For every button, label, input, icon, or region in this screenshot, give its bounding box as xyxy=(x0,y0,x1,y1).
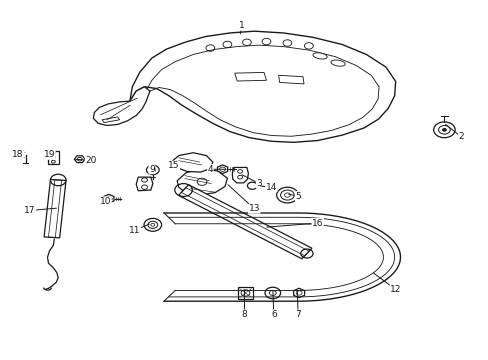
Polygon shape xyxy=(178,185,311,259)
Text: 2: 2 xyxy=(458,132,463,141)
Polygon shape xyxy=(48,150,59,164)
Polygon shape xyxy=(278,75,304,84)
Text: 7: 7 xyxy=(295,310,301,319)
Ellipse shape xyxy=(312,53,326,59)
Polygon shape xyxy=(103,194,114,203)
Text: 16: 16 xyxy=(311,219,323,228)
Polygon shape xyxy=(234,72,266,81)
Text: 8: 8 xyxy=(241,310,247,319)
Text: 15: 15 xyxy=(168,161,179,170)
Polygon shape xyxy=(293,288,304,298)
Text: 5: 5 xyxy=(295,192,301,201)
Text: 14: 14 xyxy=(265,183,276,192)
Text: 9: 9 xyxy=(149,165,154,174)
Polygon shape xyxy=(74,156,85,163)
Text: 4: 4 xyxy=(207,165,213,174)
Text: 12: 12 xyxy=(389,285,401,294)
Text: 1: 1 xyxy=(239,21,244,30)
Polygon shape xyxy=(102,117,120,123)
Polygon shape xyxy=(136,177,153,191)
Text: 3: 3 xyxy=(256,179,262,188)
Text: 20: 20 xyxy=(85,156,97,165)
Polygon shape xyxy=(170,153,212,172)
Circle shape xyxy=(442,129,446,131)
Text: 10: 10 xyxy=(100,197,111,206)
Polygon shape xyxy=(177,168,227,195)
Polygon shape xyxy=(93,87,150,126)
Polygon shape xyxy=(130,31,395,142)
Text: 6: 6 xyxy=(270,310,276,319)
Polygon shape xyxy=(217,165,227,174)
Text: 13: 13 xyxy=(248,204,260,213)
Text: 17: 17 xyxy=(24,206,36,215)
Text: 18: 18 xyxy=(12,150,23,159)
Bar xyxy=(237,287,253,299)
Text: 19: 19 xyxy=(43,150,55,159)
Polygon shape xyxy=(44,180,66,238)
Polygon shape xyxy=(232,167,248,183)
Ellipse shape xyxy=(330,60,345,66)
Text: 11: 11 xyxy=(129,226,140,235)
